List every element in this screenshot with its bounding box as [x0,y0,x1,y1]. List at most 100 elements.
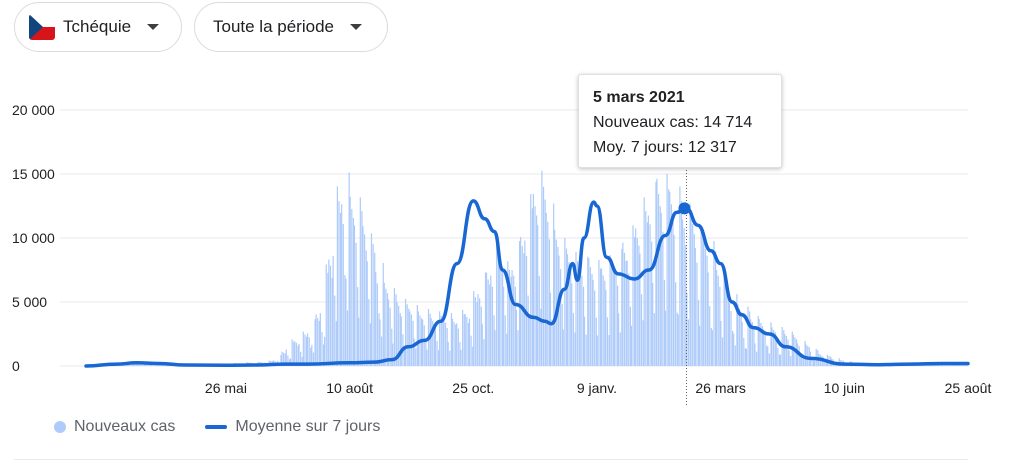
bar [302,331,304,366]
bar [770,322,772,366]
bar [754,343,756,366]
cases-chart[interactable]: 0 5 000 10 000 15 000 20 000 26 mai 10 août 25… [0,60,1018,410]
bar [595,317,597,366]
bar [628,273,630,366]
bar [129,364,131,366]
bar [362,226,364,366]
bar [393,287,396,366]
bar [508,269,511,366]
moving-average-series [84,199,970,368]
bar [559,269,562,366]
bar [604,280,606,366]
bar [395,294,397,366]
bar [368,299,370,366]
bar [709,306,711,366]
bar [706,255,708,366]
bar [517,330,519,366]
bar [790,356,792,366]
bar [622,242,624,366]
bar [719,286,721,366]
bar [331,277,333,366]
bar [611,264,613,366]
bar [328,259,330,366]
bar [378,313,380,366]
bar [565,248,568,366]
bar [762,329,765,366]
bar [652,282,654,366]
bar [306,333,309,366]
bar [730,310,732,366]
bar [425,339,427,366]
bar [568,262,570,366]
bar [349,196,351,366]
tooltip-average-label: Moy. 7 jours: [593,139,684,156]
bar [464,314,466,366]
bar [477,294,479,366]
bar [669,191,671,366]
bar [615,274,617,366]
bar [318,320,320,366]
bar [357,287,359,366]
bar [146,363,148,366]
bar [340,212,342,366]
bar [606,317,609,366]
bar [962,365,964,366]
bar [351,208,353,366]
bar [310,347,312,366]
bar [497,251,499,366]
bar [481,323,483,366]
bar [662,231,664,366]
bar [325,264,327,366]
bar [659,206,661,366]
bar [728,303,731,366]
bar [771,327,773,366]
bar [530,194,532,366]
bar [335,321,337,366]
bar [145,363,147,366]
bar [342,223,344,366]
bar [758,319,760,366]
country-label: Tchéquie [63,17,132,36]
bar [329,265,332,366]
bar [602,275,604,366]
bar [702,236,704,366]
bar [796,343,799,366]
bar [511,270,513,366]
bar [376,283,378,366]
chevron-down-icon [349,24,362,30]
bar [429,313,431,366]
bar [588,258,590,366]
bar [136,363,138,366]
bar [703,239,705,366]
bar [361,211,363,366]
bar [634,236,636,366]
bar [617,313,620,366]
bar [779,354,782,366]
bar [468,318,471,366]
bar [382,262,384,366]
bar [472,346,474,366]
bar [551,319,553,366]
country-selector[interactable]: Tchéquie [14,2,182,52]
bar [485,272,488,366]
bar [723,266,725,366]
bar [741,321,743,366]
bar [774,332,776,366]
bar [572,313,574,366]
bar [434,326,437,366]
bar [715,270,718,366]
bar [545,212,547,366]
bar [950,365,952,366]
bar [287,355,289,366]
bar [785,335,788,366]
bar [157,364,160,366]
bar [643,197,645,366]
tooltip-new-cases-label: Nouveaux cas: [593,114,699,131]
bar [700,225,702,366]
y-tick-label: 10 000 [12,230,55,246]
bar [518,241,521,366]
period-selector[interactable]: Toute la période [194,2,388,52]
bar [417,311,419,366]
bar [616,285,619,366]
bar [698,325,701,366]
